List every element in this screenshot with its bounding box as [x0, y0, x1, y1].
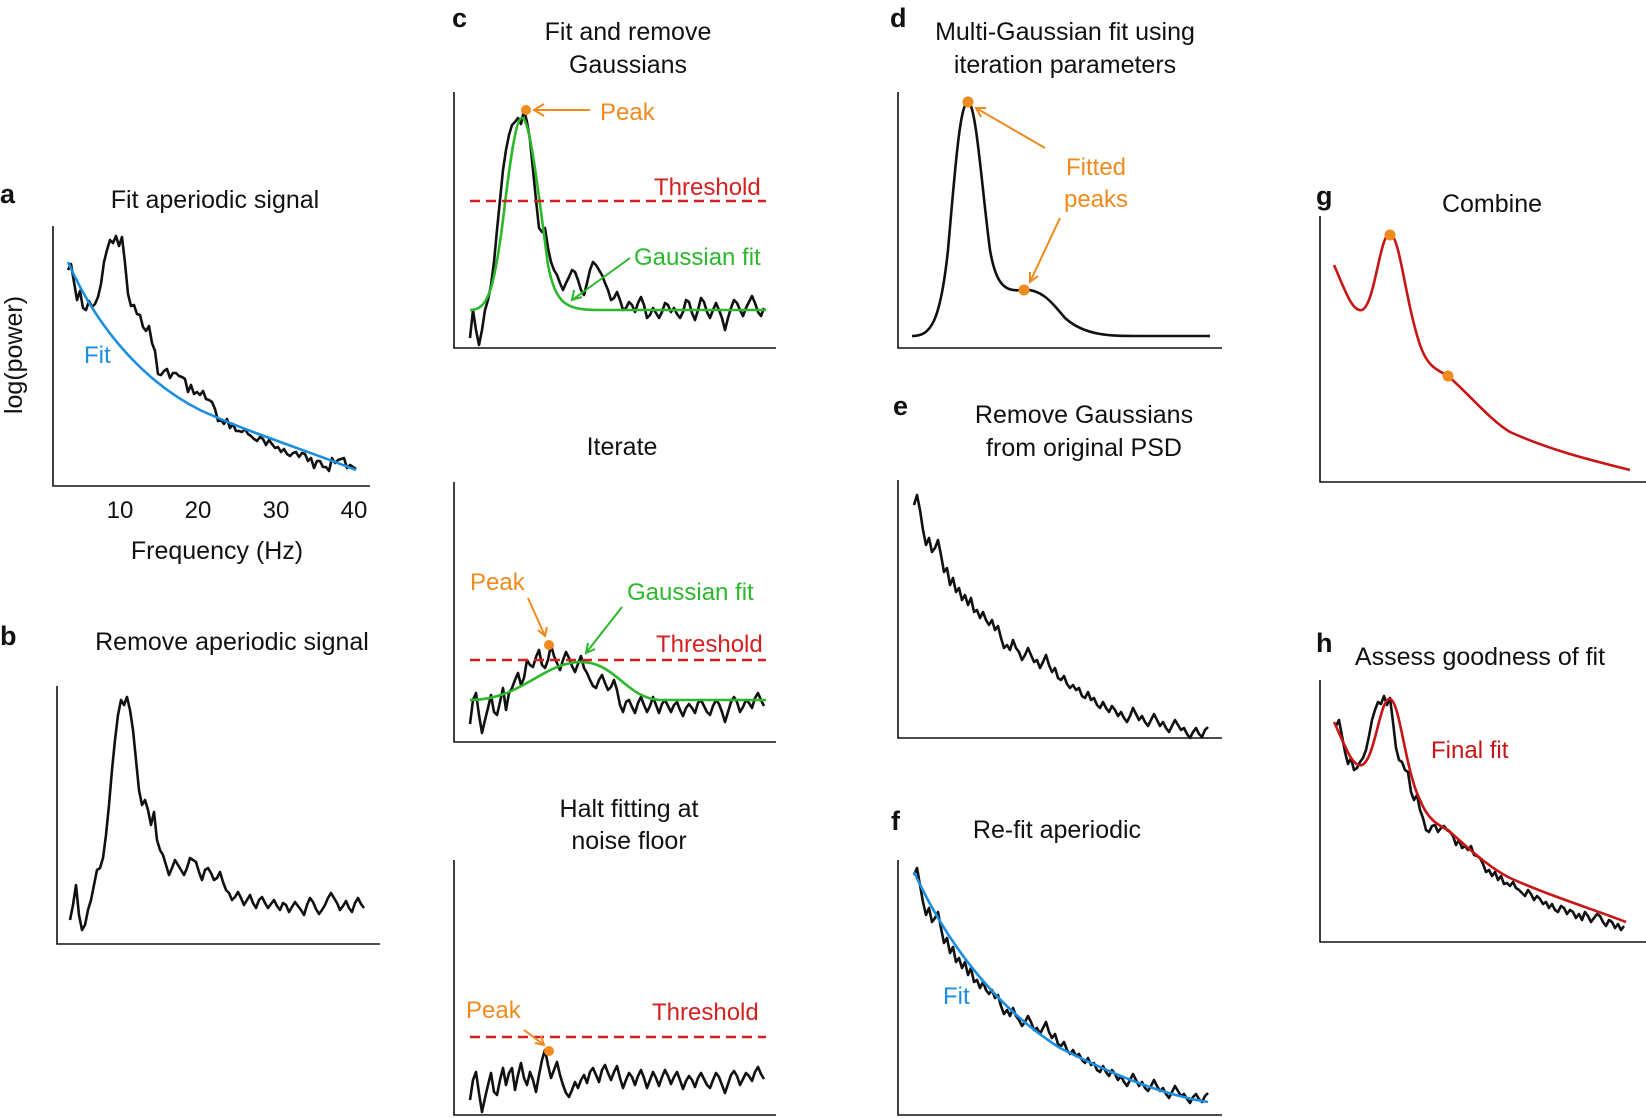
- panel-c3-peak-dot: [544, 1046, 554, 1056]
- panel-letter-g: g: [1316, 181, 1333, 211]
- panel-g-axes: [1319, 216, 1646, 483]
- panel-letter-f: f: [891, 806, 901, 836]
- panel-f-axes: [897, 860, 1222, 1116]
- panel-g: g Combine: [1316, 181, 1646, 483]
- panel-c-threshold-label: Threshold: [654, 174, 761, 201]
- panel-d-title-line1: Multi-Gaussian fit using: [935, 18, 1195, 46]
- panel-c2-gaussian-fit: [469, 660, 766, 702]
- panel-a-aperiodic-fit: [66, 261, 357, 472]
- panel-d-title-line2: iteration parameters: [954, 51, 1176, 79]
- panel-c3-threshold-label: Threshold: [652, 999, 759, 1026]
- panel-letter-e: e: [893, 391, 908, 421]
- panel-a-title: Fit aperiodic signal: [111, 186, 319, 214]
- panel-e: e Remove Gaussians from original PSD: [893, 391, 1222, 740]
- panel-f: f Re-fit aperiodic Fit: [891, 806, 1222, 1116]
- panel-c-axes: [453, 92, 776, 349]
- panel-g-combined-model: [1332, 232, 1631, 472]
- panel-c2-title: Iterate: [587, 433, 658, 461]
- panel-c3-axes: [453, 860, 776, 1116]
- panel-f-aperiodic-fit: [912, 871, 1209, 1104]
- panel-d-arrow-1: [974, 107, 1046, 149]
- panel-letter-h: h: [1316, 628, 1333, 658]
- panel-c-gaussian-label: Gaussian fit: [634, 244, 761, 271]
- panel-c2-gaussian-arrow: [584, 606, 623, 655]
- panel-c2-peak-arrow: [527, 597, 548, 638]
- panel-h-final-fit: [1332, 697, 1627, 924]
- panel-f-fit-label: Fit: [943, 983, 970, 1010]
- x-tick-10: 10: [107, 497, 134, 524]
- panel-c2-residual-trace: [468, 643, 766, 735]
- panel-b-axes: [56, 686, 380, 945]
- panel-g-peak-dot-1: [1384, 229, 1396, 241]
- panel-c-title-line2: Gaussians: [569, 51, 687, 79]
- panel-h: h Assess goodness of fit Final fit: [1316, 628, 1646, 943]
- panel-c2-peak-label: Peak: [470, 569, 526, 596]
- panel-d: d Multi-Gaussian fit using iteration par…: [890, 3, 1222, 349]
- panel-h-axes: [1319, 680, 1646, 943]
- panel-d-arrow-2: [1029, 217, 1061, 284]
- panel-c-peak-label: Peak: [600, 99, 656, 126]
- panel-letter-d: d: [890, 3, 907, 33]
- panel-f-title: Re-fit aperiodic: [973, 816, 1141, 844]
- panel-c-halt: Halt fitting at noise floor Peak Thresho…: [453, 795, 776, 1116]
- panel-e-axes: [897, 480, 1222, 739]
- panel-b-flattened-trace: [68, 695, 366, 932]
- panel-c3-noise-trace: [468, 1048, 766, 1114]
- panel-d-peak-dot-2: [1018, 284, 1030, 296]
- panel-c-gaussian-arrow: [570, 257, 631, 302]
- panel-a-fit-label: Fit: [84, 342, 111, 369]
- panel-letter-b: b: [0, 621, 17, 651]
- x-tick-30: 30: [263, 497, 290, 524]
- panel-c-title-line1: Fit and remove: [545, 18, 712, 46]
- panel-c-peak-arrow: [532, 103, 590, 117]
- panel-e-title-line1: Remove Gaussians: [975, 401, 1193, 429]
- panel-d-fitted-label-line1: Fitted: [1066, 154, 1126, 181]
- x-tick-40: 40: [341, 497, 368, 524]
- panel-letter-a: a: [0, 179, 16, 209]
- panel-c3-title-line1: Halt fitting at: [560, 795, 699, 823]
- panel-c-gaussian-fit: [469, 116, 766, 312]
- panel-b: b Remove aperiodic signal: [0, 621, 380, 945]
- panel-c3-peak-arrow: [523, 1029, 546, 1047]
- panel-g-title: Combine: [1442, 190, 1542, 218]
- panel-h-original-psd: [1334, 694, 1626, 932]
- x-axis-label: Frequency (Hz): [131, 537, 303, 565]
- panel-d-multigaussian: [911, 100, 1210, 338]
- panel-h-title: Assess goodness of fit: [1355, 643, 1605, 671]
- panel-d-fitted-label-line2: peaks: [1064, 186, 1128, 213]
- panel-c2-gaussian-label: Gaussian fit: [627, 579, 754, 606]
- panel-d-peak-dot-1: [962, 96, 974, 108]
- panel-c-iterate: Iterate Peak Threshold Gaussian fit: [453, 433, 776, 743]
- panel-e-aperiodic-only-trace: [912, 493, 1209, 740]
- panel-g-peak-dot-2: [1442, 370, 1454, 382]
- panel-b-title: Remove aperiodic signal: [95, 628, 369, 656]
- panel-c2-threshold-label: Threshold: [656, 631, 763, 658]
- panel-a-axes: [52, 226, 370, 487]
- panel-c3-peak-label: Peak: [466, 997, 522, 1024]
- panel-h-final-fit-label: Final fit: [1431, 737, 1509, 764]
- panel-c2-axes: [453, 482, 776, 743]
- panel-e-title-line2: from original PSD: [986, 434, 1182, 462]
- y-axis-label: log(power): [0, 296, 28, 414]
- panel-c-peak-dot: [521, 105, 531, 115]
- panel-d-axes: [897, 92, 1222, 349]
- panel-a-psd-trace: [66, 234, 357, 473]
- panel-letter-c: c: [452, 3, 467, 33]
- panel-c: c Fit and remove Gaussians Peak Threshol…: [452, 3, 776, 349]
- panel-c3-title-line2: noise floor: [571, 827, 686, 855]
- x-tick-20: 20: [185, 497, 212, 524]
- panel-a: a Fit aperiodic signal log(power) Fit 10…: [0, 179, 370, 565]
- panel-c2-peak-dot: [544, 640, 554, 650]
